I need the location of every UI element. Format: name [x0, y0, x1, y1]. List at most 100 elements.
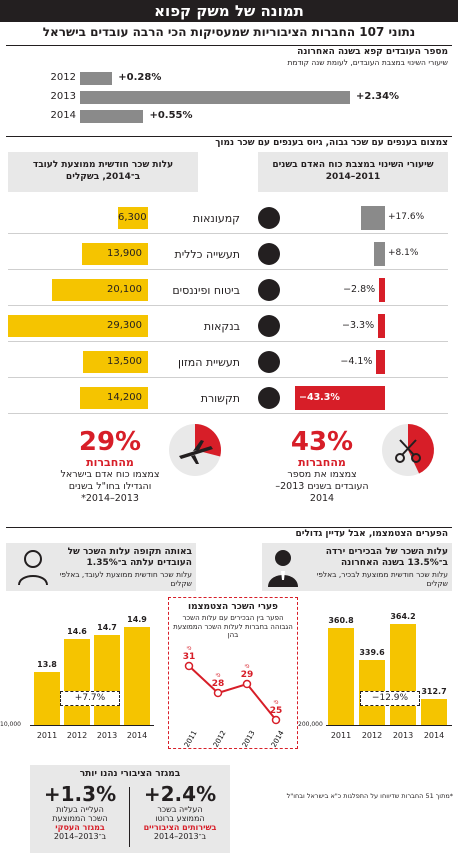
gap-year: 2012	[212, 729, 228, 748]
row-divider	[8, 305, 448, 306]
salary-value: 14.6	[67, 627, 87, 637]
stat43: 43% מהחברות צמצמו את מספר העובדים בשנים …	[272, 428, 372, 505]
tv-icon	[258, 387, 280, 409]
public-left-t1: העלייה בעלות	[56, 805, 104, 814]
year-label: 2014	[423, 731, 445, 740]
baseline	[30, 725, 154, 726]
pie-29	[165, 420, 225, 480]
gap-year: 2014	[270, 729, 286, 748]
employee-change-value: +0.55%	[149, 110, 193, 121]
public-sector-box: במגזר הציבורי נהנו יותר +2.4% העלייה בשכ…	[30, 765, 230, 853]
row-divider	[8, 377, 448, 378]
salary-value: 339.6	[359, 647, 385, 657]
salary-bar	[124, 627, 150, 725]
table-header: עלות שכר חודשית ממוצעת לעובד ב־2014, בשק…	[8, 152, 448, 194]
salary-bar	[82, 243, 148, 265]
gears-icon	[258, 243, 280, 265]
coins-icon	[258, 315, 280, 337]
section3-heading: הפערים הצטמצמו, אבל עדיין גדולים	[6, 527, 452, 541]
year-label: 2011	[36, 731, 58, 740]
salary-value: 360.8	[328, 616, 354, 626]
industry-name: תקשורת	[200, 392, 240, 405]
salary-bar	[80, 387, 148, 409]
salary-bar	[34, 672, 60, 725]
employee-change-value: +2.34%	[356, 91, 400, 102]
year-label: 2013	[96, 731, 118, 740]
stat29-word: מהחברות	[86, 456, 134, 469]
employee-change-bar	[80, 91, 350, 104]
industry-name: בנקאות	[203, 320, 240, 333]
gap-line	[188, 665, 277, 721]
public-left-t2: השכר הממוצעת	[52, 814, 108, 823]
stat29: 29% מהחברות צמצמו כוח אדם בישראל והגדילו…	[60, 428, 160, 505]
gap-box: פערי השכר הצטמצמו הפער בין הבכירים עם על…	[168, 597, 298, 749]
salary-value: 14,200	[107, 392, 142, 403]
year-label: 2012	[361, 731, 383, 740]
executive-salary-chart: 360.8 2011 339.6 2012 364.2 2013 312.7 2014 200,…	[298, 595, 458, 750]
row-divider	[8, 413, 448, 414]
salary-bar	[64, 639, 90, 725]
gap-prefix: פי	[244, 663, 249, 670]
change-badge: +7.7%	[60, 691, 120, 706]
stat43-text: צמצמו את מספר העובדים בשנים 2013–2014	[275, 469, 369, 504]
salary-bar	[83, 351, 148, 373]
public-right-t1: העלייה בשכר	[157, 805, 203, 814]
change-bar	[379, 278, 385, 302]
gap-note: הפער בין הבכירים עם עלות השכר הגבוהה בחב…	[173, 614, 293, 639]
public-heading: במגזר הציבורי נהנו יותר	[79, 769, 181, 779]
industry-table: 6,300 קמעונאות +17.6% 13,900 תעשייה כללית +8.…	[0, 200, 458, 414]
gap-prefix: פי	[186, 645, 191, 652]
year-label: 2012	[50, 72, 76, 83]
change-bar	[361, 206, 385, 230]
public-left-t4: ב־2013–2014	[53, 832, 107, 841]
salary-bar	[118, 207, 148, 229]
employee-change-bar	[80, 72, 113, 85]
stat43-pct: 43%	[290, 427, 354, 457]
change-value: −2.8%	[343, 284, 376, 295]
change-value: −4.1%	[340, 356, 373, 367]
public-right-t4: ב־2013–2014	[153, 832, 207, 841]
gap-point	[242, 679, 252, 689]
change-value: −43.3%	[299, 392, 340, 403]
gap-point	[184, 661, 194, 671]
stat29-text: צמצמו כוח אדם בישראל והגדילו בחו"ל בשנים…	[60, 469, 160, 504]
executives-title: עלות השכר של הבכירים ירדה ב־13.5% בשנה ה…	[325, 547, 448, 568]
gap-title: פערי השכר הצטמצמו	[188, 602, 278, 612]
salary-bar	[94, 635, 120, 725]
salary-bar	[328, 628, 354, 725]
change-value: −3.3%	[342, 320, 375, 331]
salary-bar	[8, 315, 148, 337]
gap-point	[213, 688, 223, 698]
salary-value: 13,900	[107, 248, 142, 259]
row-divider	[8, 341, 448, 342]
page-subtitle: נתוני 107 החברות הציבוריות שמעסיקות הכי …	[42, 25, 416, 39]
salary-header: עלות שכר חודשית ממוצעת לעובד ב־2014, בשק…	[8, 152, 198, 192]
salary-value: 364.2	[390, 611, 416, 621]
industry-name: ביטוח ופיננסים	[172, 284, 240, 297]
scissors-pie-icon	[382, 424, 435, 476]
burger-icon	[258, 351, 280, 373]
year-label: 2013	[50, 91, 76, 102]
gap-value: 29	[241, 670, 254, 680]
change-bar	[378, 314, 385, 338]
salary-value: 14.9	[127, 615, 147, 625]
public-left: +1.3% העלייה בעלות השכר הממוצעת במגזר הע…	[30, 783, 130, 841]
section2-heading: צמצום בענפים עם שכר גבוה, גיוס בענפים עם…	[6, 136, 452, 150]
change-badge: −12.9%	[360, 691, 420, 706]
workers-title: באותה תקופה עלות השכר של העובדים עלתה ב־…	[67, 547, 192, 568]
worker-icon	[18, 550, 48, 586]
baseline-label: 200,000	[298, 721, 323, 728]
gap-value: 28	[212, 679, 225, 689]
gap-prefix: פי	[215, 672, 220, 679]
year-label: 2014	[126, 731, 148, 740]
salary-value: 20,100	[107, 284, 142, 295]
salary-value: 13.8	[37, 660, 57, 670]
salary-bar	[421, 699, 447, 725]
plane-pie-icon	[169, 424, 221, 476]
change-value: +8.1%	[388, 248, 419, 258]
change-value: +17.6%	[388, 212, 425, 222]
salary-value: 29,300	[107, 320, 142, 331]
workers-note: עלות שכר חודשית ממוצעת לעובד, באלפי שקלי…	[59, 570, 192, 588]
piggy-bank-icon	[258, 279, 280, 301]
